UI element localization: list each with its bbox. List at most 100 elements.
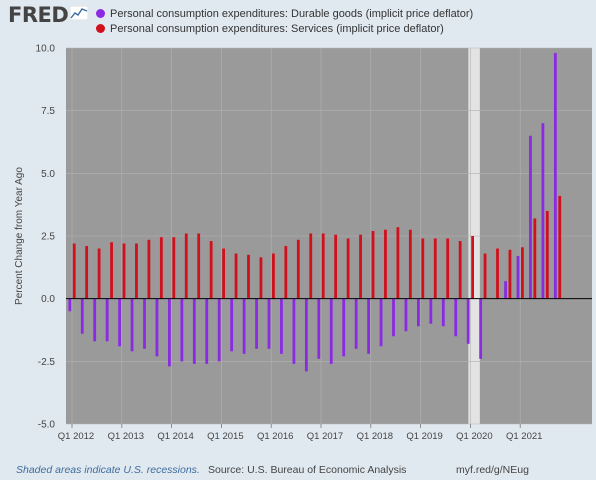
x-tick-label: Q1 2012 — [58, 431, 94, 442]
bar-services — [272, 253, 275, 299]
bar-services — [533, 218, 537, 299]
bar-durable-goods — [93, 298, 97, 342]
x-tick-label: Q1 2014 — [157, 431, 193, 442]
x-tick-label: Q1 2013 — [108, 431, 144, 442]
bar-durable-goods — [192, 298, 196, 364]
bar-services — [446, 238, 450, 299]
bar-durable-goods — [466, 298, 470, 344]
bar-durable-goods — [118, 298, 121, 347]
bar-services — [396, 227, 400, 299]
bar-services — [384, 229, 387, 299]
bar-durable-goods — [479, 298, 483, 359]
bar-services — [247, 254, 250, 299]
bar-durable-goods — [454, 298, 458, 337]
bar-durable-goods — [180, 298, 184, 362]
y-tick-label: 7.5 — [41, 106, 55, 117]
bar-services — [85, 246, 89, 299]
legend-durable-label: Personal consumption expenditures: Durab… — [110, 8, 474, 20]
bar-services — [197, 233, 201, 299]
bar-services — [259, 257, 263, 299]
bar-services — [72, 243, 76, 299]
y-axis-title: Percent Change from Year Ago — [14, 167, 25, 305]
bar-services — [110, 242, 113, 299]
bar-services — [521, 247, 524, 299]
x-tick-label: Q1 2021 — [506, 431, 542, 442]
bar-durable-goods — [304, 298, 308, 372]
bar-services — [471, 236, 474, 299]
bar-durable-goods — [105, 298, 109, 342]
recession-note: Shaded areas indicate U.S. recessions. — [16, 464, 200, 476]
bar-services — [408, 229, 412, 299]
bar-durable-goods — [516, 256, 520, 299]
bar-services — [147, 239, 151, 299]
bar-services — [421, 238, 425, 299]
fred-logo-graph-icon — [70, 6, 88, 20]
y-tick-label: 0.0 — [41, 294, 55, 305]
y-tick-label: 2.5 — [41, 232, 55, 243]
bar-durable-goods — [342, 298, 346, 357]
y-axis: 10.0 7.5 5.0 2.5 0.0 -2.5 -5.0 — [36, 44, 56, 431]
bars-layer — [68, 53, 562, 372]
bar-durable-goods — [80, 298, 84, 334]
bar-services — [159, 237, 163, 299]
bar-durable-goods — [217, 298, 221, 362]
bar-services — [545, 210, 549, 299]
bar-services — [359, 234, 362, 299]
bar-durable-goods — [404, 298, 408, 332]
bar-durable-goods — [441, 298, 445, 327]
chart-footer: Shaded areas indicate U.S. recessions. S… — [0, 462, 596, 480]
bar-services — [483, 253, 487, 299]
bar-durable-goods — [130, 298, 134, 352]
bar-services — [234, 253, 238, 299]
bar-services — [346, 238, 350, 299]
bar-services — [309, 233, 313, 299]
bar-services — [184, 233, 188, 299]
x-tick-label: Q1 2020 — [456, 431, 492, 442]
x-tick-label: Q1 2017 — [307, 431, 343, 442]
bar-durable-goods — [267, 298, 271, 349]
bar-durable-goods — [379, 298, 383, 347]
bar-durable-goods — [317, 298, 321, 359]
bar-durable-goods — [392, 298, 395, 337]
y-tick-label: -2.5 — [38, 357, 56, 368]
bar-durable-goods — [329, 298, 333, 364]
bar-services — [496, 248, 499, 299]
y-tick-label: 5.0 — [41, 169, 55, 180]
bar-services — [284, 246, 288, 299]
bar-durable-goods — [292, 298, 296, 364]
x-tick-label: Q1 2019 — [406, 431, 442, 442]
bar-durable-goods — [205, 298, 209, 364]
legend-item-durable[interactable]: Personal consumption expenditures: Durab… — [96, 8, 473, 20]
bar-services — [209, 241, 213, 299]
bar-services — [334, 234, 338, 299]
chart-header: FRED Personal consumption expenditures: … — [0, 0, 596, 40]
y-tick-label: -5.0 — [38, 420, 56, 431]
legend-item-services[interactable]: Personal consumption expenditures: Servi… — [96, 23, 444, 35]
bar-durable-goods — [143, 298, 146, 349]
short-url-link[interactable]: myf.red/g/NEug — [456, 464, 529, 476]
legend-services-swatch-icon — [96, 24, 105, 33]
bar-services — [371, 230, 375, 299]
bar-durable-goods — [280, 298, 283, 354]
bar-durable-goods — [429, 298, 433, 324]
x-tick-label: Q1 2018 — [357, 431, 393, 442]
bar-durable-goods — [255, 298, 258, 349]
x-axis: Q1 2012 Q1 2013 Q1 2014 Q1 2015 Q1 2016 Q1 20… — [58, 424, 542, 442]
bar-durable-goods — [504, 281, 507, 299]
x-tick-label: Q1 2015 — [207, 431, 243, 442]
bar-services — [172, 237, 176, 299]
bar-durable-goods — [230, 298, 234, 352]
bar-services — [222, 248, 225, 299]
bar-services — [296, 239, 300, 299]
fred-logo: FRED — [8, 3, 69, 27]
bar-services — [433, 238, 437, 299]
bar-services — [122, 243, 126, 299]
bar-durable-goods — [529, 135, 532, 299]
bar-services — [97, 248, 101, 299]
bar-services — [508, 249, 512, 299]
bar-services — [321, 233, 325, 299]
legend-services-label: Personal consumption expenditures: Servi… — [110, 23, 444, 35]
bar-services — [135, 243, 138, 299]
bar-durable-goods — [553, 53, 557, 299]
x-tick-label: Q1 2016 — [257, 431, 293, 442]
